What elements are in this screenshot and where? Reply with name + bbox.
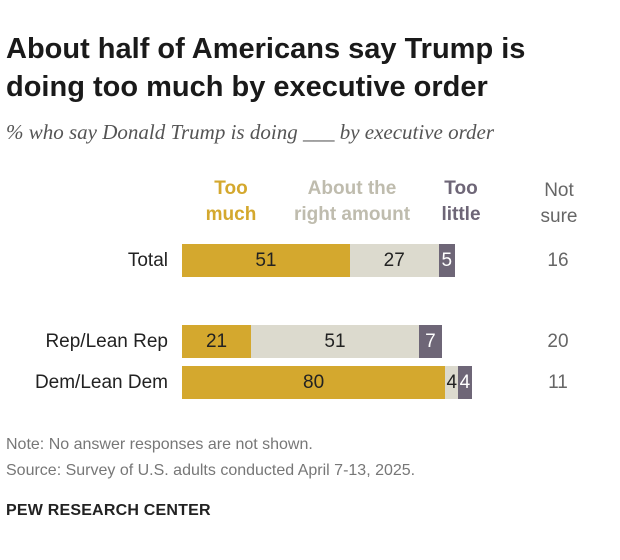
footer-logo-text: PEW RESEARCH CENTER xyxy=(6,502,211,519)
bar-label: 4 xyxy=(446,371,458,393)
chart-subtitle: % who say Donald Trump is doing ___ by e… xyxy=(6,120,494,144)
not-sure-value-rep-lean-rep: 20 xyxy=(547,331,569,352)
note-text: Note: No answer responses are not shown. xyxy=(6,436,313,453)
bar-about-the-right-amount-rep-lean-rep: 51 xyxy=(251,325,419,358)
bar-label: 51 xyxy=(324,330,346,352)
bar-label: 5 xyxy=(441,249,453,271)
bar-about-the-right-amount-dem-lean-dem: 4 xyxy=(445,366,459,399)
bar-too-little-rep-lean-rep: 7 xyxy=(418,325,442,358)
header-right-amount: About the right amount xyxy=(293,178,411,225)
not-sure-value-dem-lean-dem: 11 xyxy=(548,372,568,393)
bar-label: 7 xyxy=(425,330,436,352)
bar-too-little-dem-lean-dem: 4 xyxy=(458,366,472,399)
row-label-dem-lean-dem: Dem/Lean Dem xyxy=(34,372,168,393)
row-label-rep-lean-rep: Rep/Lean Rep xyxy=(45,331,168,352)
row-label-total: Total xyxy=(127,250,168,271)
bar-too-much-dem-lean-dem: 80 xyxy=(182,366,446,399)
bar-too-much-rep-lean-rep: 21 xyxy=(182,325,252,358)
bar-label: 80 xyxy=(303,371,325,393)
source-text: Source: Survey of U.S. adults conducted … xyxy=(6,462,416,479)
bar-label: 4 xyxy=(459,371,471,393)
header-not-sure: Not sure xyxy=(540,180,578,227)
bar-label: 51 xyxy=(255,249,277,271)
bar-label: 21 xyxy=(205,330,228,352)
bar-too-much-total: 51 xyxy=(182,244,350,277)
bar-too-little-total: 5 xyxy=(438,244,456,277)
not-sure-value-total: 16 xyxy=(547,250,569,271)
header-too-much: Too much xyxy=(205,178,257,225)
bar-about-the-right-amount-total: 27 xyxy=(349,244,439,277)
chart-title: About half of Americans say Trump is doi… xyxy=(6,33,526,103)
header-too-little: Too little xyxy=(441,178,481,225)
bar-label: 27 xyxy=(383,249,405,271)
